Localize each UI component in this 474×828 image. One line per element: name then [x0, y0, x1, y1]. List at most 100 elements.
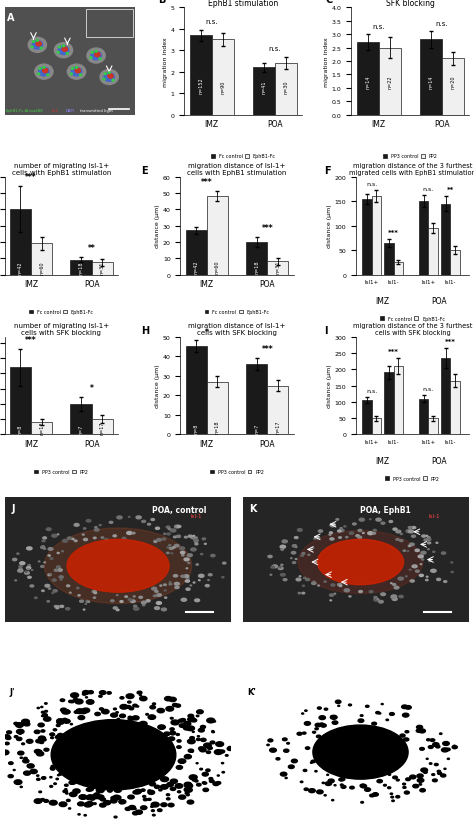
Circle shape	[453, 745, 456, 747]
Circle shape	[365, 788, 371, 792]
Circle shape	[319, 716, 326, 720]
Text: EphB1-Fc-Alexa488: EphB1-Fc-Alexa488	[6, 109, 44, 113]
Circle shape	[281, 549, 283, 551]
Circle shape	[146, 714, 148, 715]
Circle shape	[187, 726, 194, 731]
Circle shape	[186, 794, 189, 796]
Text: n.s.: n.s.	[366, 182, 377, 187]
Circle shape	[110, 713, 118, 717]
Circle shape	[55, 570, 58, 571]
Circle shape	[113, 535, 117, 537]
Circle shape	[94, 529, 99, 532]
Circle shape	[63, 540, 68, 542]
Circle shape	[36, 752, 44, 756]
Circle shape	[81, 796, 82, 797]
Circle shape	[400, 540, 403, 542]
Text: n=42: n=42	[193, 260, 199, 273]
Circle shape	[45, 710, 47, 712]
Circle shape	[147, 524, 151, 526]
Circle shape	[173, 575, 178, 577]
Circle shape	[451, 562, 453, 563]
Text: ***: ***	[262, 224, 273, 233]
Circle shape	[18, 751, 24, 755]
Circle shape	[36, 42, 41, 47]
Circle shape	[43, 739, 45, 741]
Circle shape	[157, 809, 162, 811]
Circle shape	[410, 543, 414, 546]
Circle shape	[119, 715, 126, 718]
Circle shape	[71, 693, 79, 698]
Circle shape	[174, 545, 179, 547]
Circle shape	[204, 744, 211, 748]
Circle shape	[43, 67, 45, 69]
Circle shape	[391, 797, 393, 798]
Bar	[362, 200, 372, 275]
Circle shape	[298, 529, 302, 532]
Circle shape	[58, 47, 69, 55]
Circle shape	[136, 810, 142, 814]
Circle shape	[18, 569, 22, 570]
Text: n=7: n=7	[79, 424, 83, 435]
Circle shape	[324, 795, 326, 796]
Circle shape	[195, 543, 198, 545]
Circle shape	[4, 734, 10, 739]
Circle shape	[166, 794, 170, 796]
Circle shape	[171, 553, 173, 554]
Circle shape	[363, 533, 364, 534]
Circle shape	[166, 527, 170, 528]
Circle shape	[166, 798, 170, 800]
Circle shape	[216, 742, 224, 747]
Circle shape	[188, 563, 190, 564]
Circle shape	[302, 732, 306, 734]
Circle shape	[176, 766, 182, 769]
Circle shape	[306, 579, 310, 581]
Circle shape	[303, 769, 307, 772]
Circle shape	[116, 712, 118, 713]
Circle shape	[203, 782, 207, 784]
Circle shape	[51, 768, 55, 770]
Circle shape	[338, 705, 340, 706]
Text: ***: ***	[262, 344, 273, 354]
Circle shape	[396, 796, 400, 798]
Circle shape	[349, 596, 351, 597]
Circle shape	[23, 759, 29, 763]
Circle shape	[61, 708, 67, 712]
Circle shape	[50, 733, 54, 736]
Circle shape	[401, 705, 408, 709]
Circle shape	[194, 780, 198, 782]
Circle shape	[181, 719, 186, 722]
Circle shape	[78, 595, 80, 596]
Circle shape	[396, 539, 399, 541]
Circle shape	[170, 779, 177, 783]
Circle shape	[54, 783, 56, 784]
Circle shape	[393, 528, 397, 531]
Circle shape	[401, 534, 402, 535]
Circle shape	[408, 527, 412, 529]
Circle shape	[314, 538, 316, 539]
Circle shape	[305, 710, 307, 711]
Circle shape	[128, 517, 130, 518]
Text: *: *	[90, 383, 94, 392]
Circle shape	[151, 806, 153, 807]
Circle shape	[330, 600, 331, 601]
Text: IMZ: IMZ	[376, 296, 390, 306]
Circle shape	[308, 555, 310, 556]
Circle shape	[426, 576, 428, 577]
Circle shape	[158, 725, 165, 729]
Circle shape	[132, 532, 135, 534]
Circle shape	[303, 578, 306, 579]
Circle shape	[377, 780, 383, 782]
Circle shape	[155, 607, 160, 609]
Bar	[31, 423, 52, 435]
Circle shape	[315, 728, 318, 729]
Circle shape	[157, 539, 161, 542]
Circle shape	[292, 545, 297, 547]
Text: C: C	[325, 0, 332, 6]
Circle shape	[339, 585, 342, 587]
Circle shape	[315, 724, 321, 727]
Circle shape	[196, 564, 199, 566]
Circle shape	[87, 49, 105, 64]
Circle shape	[27, 764, 34, 768]
Circle shape	[171, 720, 179, 725]
Circle shape	[27, 569, 29, 570]
